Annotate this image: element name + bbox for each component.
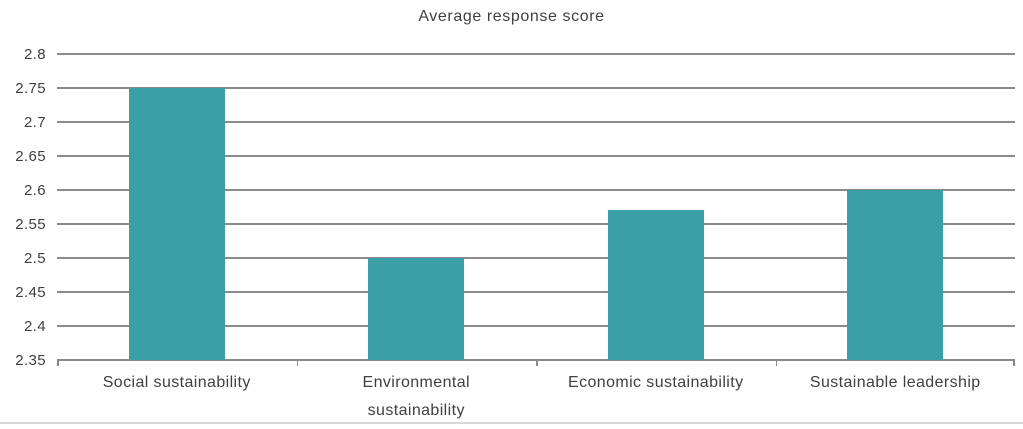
x-category-label: Environmental sustainability bbox=[297, 369, 537, 419]
bottom-separator-line bbox=[0, 422, 1023, 424]
x-category-label-text: Sustainable leadership bbox=[809, 374, 981, 391]
gridline-y-2.6 bbox=[57, 189, 1015, 191]
gridline-y-2.4 bbox=[57, 325, 1015, 327]
y-tick-label: 2.65 bbox=[15, 148, 46, 165]
x-axis-tick bbox=[536, 360, 538, 366]
chart-title: Average response score bbox=[418, 8, 605, 25]
y-tick-label: 2.8 bbox=[23, 46, 46, 63]
x-category-label: Social sustainability bbox=[57, 369, 297, 419]
x-axis-tick bbox=[296, 360, 299, 366]
x-category-label: Sustainable leadership bbox=[776, 369, 1016, 419]
gridline-y-2.75 bbox=[57, 87, 1015, 89]
y-tick-label: 2.5 bbox=[23, 250, 46, 267]
x-axis-labels: Social sustainability Environmental susta… bbox=[57, 369, 1015, 419]
y-tick-label: 2.45 bbox=[15, 284, 46, 301]
gridline-y-2.55 bbox=[57, 223, 1015, 225]
plot-area bbox=[57, 53, 1015, 366]
x-category-label-text: Environmental sustainability bbox=[362, 374, 470, 419]
gridline-y-2.65 bbox=[57, 155, 1015, 157]
gridline-y-2.45 bbox=[57, 291, 1015, 293]
bar-economic-sustainability bbox=[607, 210, 704, 360]
x-category-label-text: Social sustainability bbox=[102, 374, 251, 391]
bar-social-sustainability bbox=[128, 88, 225, 360]
y-tick-label: 2.7 bbox=[23, 114, 46, 131]
x-axis-tick bbox=[775, 360, 778, 366]
x-axis-tick bbox=[1013, 360, 1015, 366]
y-tick-label: 2.55 bbox=[15, 216, 46, 233]
y-tick-label: 2.6 bbox=[23, 182, 46, 199]
gridline-y-2.5 bbox=[57, 257, 1015, 259]
gridline-y-2.8 bbox=[57, 53, 1015, 55]
y-tick-label: 2.75 bbox=[15, 80, 46, 97]
x-category-label: Economic sustainability bbox=[536, 369, 776, 419]
gridline-y-2.7 bbox=[57, 121, 1015, 123]
x-axis-tick bbox=[57, 360, 59, 366]
x-category-label-text: Economic sustainability bbox=[568, 374, 744, 391]
bar-sustainable-leadership bbox=[847, 190, 944, 360]
y-tick-label: 2.4 bbox=[23, 318, 46, 335]
bar-environmental-sustainability bbox=[368, 258, 465, 360]
y-tick-label: 2.35 bbox=[15, 352, 46, 369]
